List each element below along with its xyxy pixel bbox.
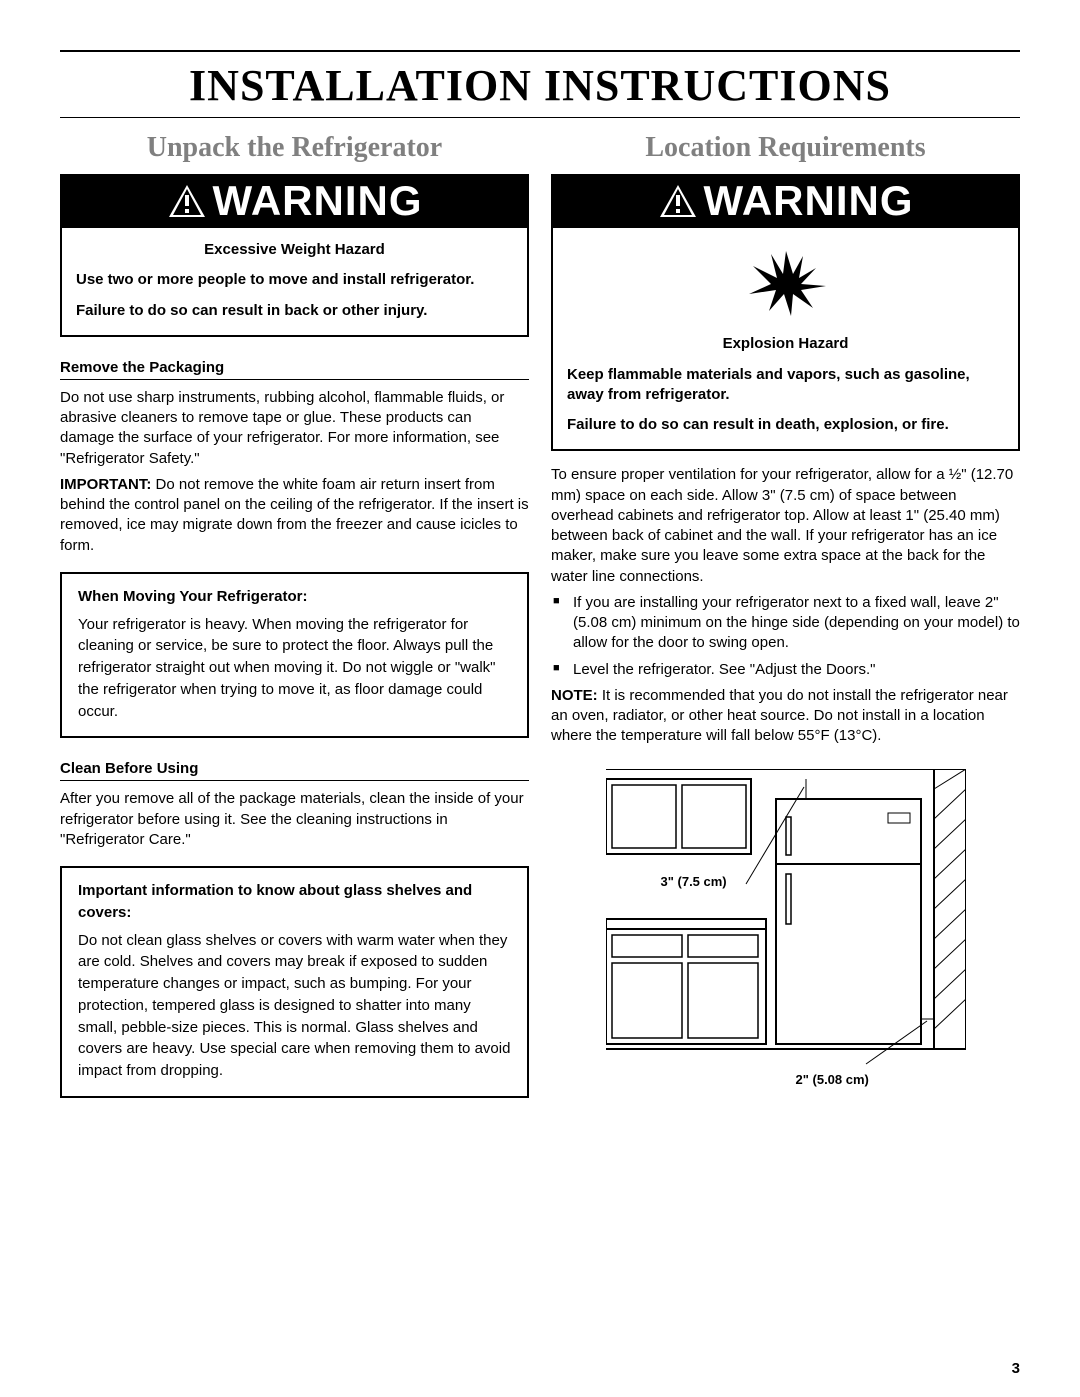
warning-banner-right: WARNING: [551, 174, 1020, 228]
warning-label-right: WARNING: [704, 177, 914, 225]
moving-box-body: Your refrigerator is heavy. When moving …: [78, 614, 511, 723]
note-label: NOTE:: [551, 687, 598, 704]
page-title: INSTALLATION INSTRUCTIONS: [60, 60, 1020, 111]
hazard-line-2: Failure to do so can result in back or o…: [76, 301, 513, 321]
location-bullets: If you are installing your refrigerator …: [551, 593, 1020, 680]
note-para: NOTE: It is recommended that you do not …: [551, 686, 1020, 747]
top-rule-thick: [60, 50, 1020, 52]
left-column: Unpack the Refrigerator WARNING Excessiv…: [60, 132, 529, 1108]
hazard-title-weight: Excessive Weight Hazard: [76, 240, 513, 260]
explosion-icon: [567, 246, 1004, 322]
moving-box-head: When Moving Your Refrigerator:: [78, 586, 511, 608]
section-heading-location: Location Requirements: [551, 132, 1020, 164]
hazard-box-weight: Excessive Weight Hazard Use two or more …: [60, 228, 529, 337]
subhead-clean: Clean Before Using: [60, 760, 529, 781]
hazard-exp-line-1: Keep flammable materials and vapors, suc…: [567, 365, 1004, 406]
diagram-top-gap-label: 3" (7.5 cm): [661, 874, 727, 889]
section-heading-unpack: Unpack the Refrigerator: [60, 132, 529, 164]
warning-triangle-icon: [167, 183, 207, 219]
subhead-remove-packaging: Remove the Packaging: [60, 359, 529, 380]
hazard-title-explosion: Explosion Hazard: [567, 334, 1004, 354]
remove-packaging-important: IMPORTANT: Do not remove the white foam …: [60, 475, 529, 556]
title-underline: [60, 117, 1020, 118]
right-column: Location Requirements WARNING Explosion …: [551, 132, 1020, 1108]
page-number: 3: [1012, 1360, 1020, 1377]
bullet-1: If you are installing your refrigerator …: [551, 593, 1020, 654]
clean-para: After you remove all of the package mate…: [60, 789, 529, 850]
hazard-exp-line-2: Failure to do so can result in death, ex…: [567, 415, 1004, 435]
hazard-box-explosion: Explosion Hazard Keep flammable material…: [551, 228, 1020, 451]
glass-shelves-box: Important information to know about glas…: [60, 866, 529, 1098]
moving-refrigerator-box: When Moving Your Refrigerator: Your refr…: [60, 572, 529, 739]
warning-triangle-icon: [658, 183, 698, 219]
important-label: IMPORTANT:: [60, 476, 151, 493]
note-text: It is recommended that you do not instal…: [551, 687, 1008, 745]
installation-diagram: 3" (7.5 cm) 2" (5.08 cm): [551, 769, 1020, 1074]
glass-box-head: Important information to know about glas…: [78, 880, 511, 924]
warning-label-left: WARNING: [213, 177, 423, 225]
glass-box-body: Do not clean glass shelves or covers wit…: [78, 930, 511, 1082]
two-column-layout: Unpack the Refrigerator WARNING Excessiv…: [60, 132, 1020, 1108]
remove-packaging-para1: Do not use sharp instruments, rubbing al…: [60, 388, 529, 469]
hazard-line-1: Use two or more people to move and insta…: [76, 270, 513, 290]
bullet-2: Level the refrigerator. See "Adjust the …: [551, 660, 1020, 680]
warning-banner-left: WARNING: [60, 174, 529, 228]
ventilation-para: To ensure proper ventilation for your re…: [551, 465, 1020, 587]
diagram-side-gap-label: 2" (5.08 cm): [796, 1072, 869, 1087]
